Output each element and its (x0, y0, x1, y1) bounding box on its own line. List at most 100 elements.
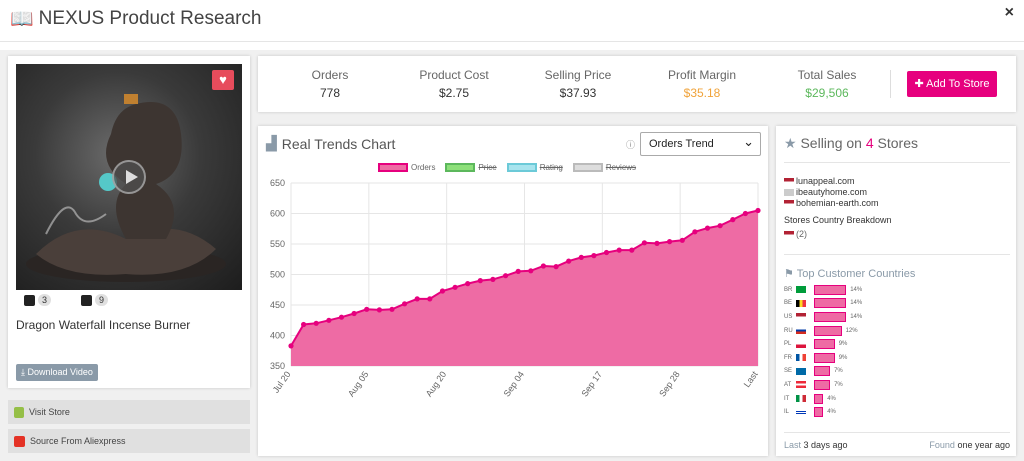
mail-badge: 9 (81, 294, 109, 306)
orders-point (465, 281, 471, 287)
chart-legend: Orders Price Rating Reviews (378, 163, 636, 172)
shopify-count: 3 (38, 294, 52, 306)
country-percent: 14% (850, 300, 863, 307)
country-row: SE 7% (784, 365, 862, 379)
stores-footer: Last 3 days ago Found one year ago (784, 440, 1010, 450)
chart-title: ▟ Real Trends Chart (266, 135, 395, 152)
store-item[interactable]: ibeautyhome.com (784, 187, 892, 198)
countries-title-text: Top Customer Countries (796, 268, 916, 280)
store-domain: ibeautyhome.com (796, 187, 868, 197)
ru-flag-icon (796, 327, 806, 335)
last-label: Last (784, 440, 802, 450)
orders-trend-plot: 350 400 450 500 550 600 650 Jul 20 Aug 05 Aug 20 S… (270, 178, 761, 399)
orders-point (376, 307, 382, 313)
product-cost-label: Product Cost (419, 68, 489, 82)
profit-margin-stat: Profit Margin $35.18 (647, 68, 757, 100)
unknown-flag-icon (784, 189, 794, 196)
source-aliexpress-button[interactable]: Source From Aliexpress (8, 429, 250, 453)
country-code: PL (784, 341, 792, 348)
countries-title: ⚑ Top Customer Countries (784, 267, 915, 280)
il-flag-icon (796, 408, 806, 416)
favorite-heart-icon[interactable]: ♥ (212, 70, 234, 90)
close-icon[interactable]: × (1004, 4, 1014, 21)
x-tick-label: Last (742, 369, 760, 389)
orders-point (629, 247, 635, 253)
shopping-bag-icon (24, 294, 35, 306)
country-bar (814, 407, 824, 418)
orders-point (704, 225, 711, 231)
info-icon[interactable]: ⓘ (626, 140, 636, 150)
country-bar (814, 298, 847, 309)
store-item[interactable]: lunappeal.com (784, 176, 892, 187)
legend-rating[interactable]: Rating (506, 163, 563, 172)
area-chart-icon: ▟ (266, 135, 277, 151)
pl-flag-icon (796, 340, 806, 348)
at-flag-icon (796, 381, 806, 389)
stores-title-suffix: Stores (877, 135, 918, 151)
trends-chart-card: ▟ Real Trends Chart ⓘ Orders Trend Order… (258, 126, 768, 456)
aliexpress-icon (14, 435, 25, 447)
mail-count: 9 (95, 294, 109, 306)
app-title-text: NEXUS Product Research (38, 8, 262, 29)
breakdown-value: (2) (796, 229, 807, 239)
breakdown-label: Stores Country Breakdown (784, 215, 892, 225)
play-video-icon[interactable] (112, 160, 146, 194)
country-percent: 14% (850, 286, 863, 293)
country-bar (814, 366, 831, 377)
se-flag-icon (796, 367, 806, 375)
x-tick-label: Aug 20 (424, 369, 449, 398)
orders-point (427, 296, 433, 302)
download-icon: ⤓ (21, 367, 25, 377)
country-percent: 4% (827, 395, 836, 402)
legend-orders[interactable]: Orders (378, 163, 435, 172)
store-item[interactable]: bohemian-earth.com (784, 198, 892, 209)
app-title: 📖 NEXUS Product Research (10, 7, 262, 31)
stores-card: ★ Selling on 4 Stores lunappeal.com ibea… (776, 126, 1016, 456)
orders-point (730, 217, 736, 223)
legend-price[interactable]: Price (445, 163, 497, 172)
orders-point (717, 223, 723, 229)
country-percent: 7% (834, 381, 843, 388)
legend-price-swatch (445, 163, 476, 172)
country-bar (814, 339, 835, 350)
orders-point (755, 207, 761, 214)
book-icon: 📖 (10, 9, 34, 30)
orders-point (742, 210, 748, 217)
product-badges: 3 9 (24, 294, 109, 306)
breakdown-row: (2) (784, 229, 892, 240)
found-label: Found (929, 440, 955, 450)
orders-point (515, 268, 521, 274)
country-row: AT 7% (784, 378, 862, 392)
trend-select[interactable]: Orders Trend (640, 132, 761, 156)
download-video-button[interactable]: ⤓ Download Video (16, 364, 98, 381)
stores-count: 4 (865, 135, 874, 151)
profit-margin-value: $35.18 (683, 86, 721, 100)
orders-point (692, 229, 698, 235)
y-tick-label: 350 (270, 361, 285, 371)
chart-title-text: Real Trends Chart (281, 135, 396, 152)
legend-reviews[interactable]: Reviews (572, 163, 636, 172)
product-image[interactable]: ♥ (16, 64, 242, 290)
visit-store-button[interactable]: Visit Store (8, 400, 250, 424)
add-to-store-button[interactable]: ✚ Add To Store (907, 71, 997, 97)
legend-rating-swatch (506, 163, 537, 172)
found-date: Found one year ago (929, 440, 1010, 450)
us-flag-icon (784, 231, 794, 238)
selling-price-label: Selling Price (544, 68, 612, 82)
country-bar (814, 393, 824, 404)
footer-divider (784, 432, 1010, 433)
orders-point (603, 249, 610, 256)
country-bar (814, 325, 842, 336)
orders-point (338, 314, 345, 320)
selling-price-value: $37.93 (559, 86, 597, 100)
orders-stat: Orders 778 (275, 68, 385, 100)
country-code: IL (784, 409, 790, 416)
orders-point (578, 254, 584, 260)
countries-divider (784, 254, 1010, 255)
store-domain: lunappeal.com (796, 176, 855, 186)
country-bar (814, 284, 847, 295)
stats-divider (890, 70, 891, 98)
x-tick-label: Sep 28 (657, 369, 682, 398)
shopify-icon (14, 406, 24, 418)
orders-point (313, 320, 319, 326)
